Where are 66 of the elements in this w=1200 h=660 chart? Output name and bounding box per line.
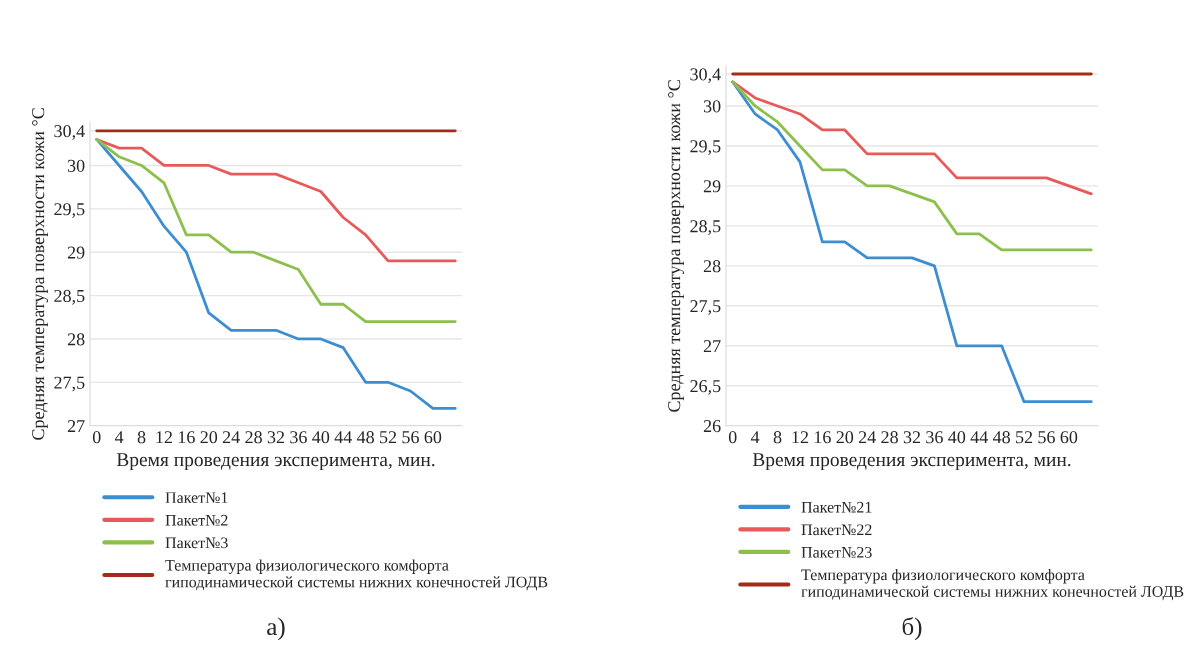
x-tick-label: 48 — [992, 431, 1010, 444]
y-tick-label: 28 — [67, 333, 85, 346]
line-series — [95, 138, 457, 323]
y-tick-label: 30,4 — [54, 125, 85, 140]
legend-label: Температура физиологического комфорта гиподинамической системы нижних конечностей ЛОДВ — [801, 568, 1184, 601]
y-tick-label: 29,5 — [54, 203, 85, 218]
x-tick-label: 8 — [773, 431, 782, 444]
x-tick-label: 0 — [728, 431, 737, 444]
x-tick-label: 44 — [970, 431, 988, 444]
x-tick-label: 24 — [222, 431, 240, 444]
y-tick-label: 28,5 — [690, 220, 721, 235]
legend-label: Пакет№23 — [801, 546, 872, 558]
y-tick-label: 29 — [703, 180, 721, 193]
x-tick-label: 20 — [200, 431, 218, 444]
x-axis-title: Время проведения эксперимента, мин. — [752, 453, 1071, 471]
x-tick-label: 32 — [267, 431, 285, 444]
x-tick-label: 32 — [903, 431, 921, 444]
x-tick-label: 44 — [334, 431, 352, 444]
x-tick-label: 12 — [156, 431, 172, 444]
x-tick-label: 4 — [114, 431, 124, 444]
x-tick-label: 36 — [290, 431, 307, 444]
legend-label: Пакет№22 — [801, 524, 872, 536]
x-tick-label: 56 — [402, 431, 419, 444]
legend-label: Пакет№21 — [801, 501, 872, 513]
x-tick-label: 40 — [948, 431, 966, 444]
x-axis-title: Время проведения эксперимента, мин. — [116, 453, 435, 471]
x-tick-label: 60 — [424, 431, 442, 444]
text: б) — [902, 616, 922, 641]
y-axis-title: Средняя температура поверхности кожи °C — [668, 80, 684, 412]
x-tick-label: 8 — [137, 431, 146, 444]
x-tick-label: 52 — [1016, 431, 1033, 444]
legend-label: Пакет№1 — [165, 492, 228, 504]
y-tick-label: 26 — [703, 420, 721, 433]
y-tick-label: 30 — [67, 159, 85, 172]
x-tick-label: 56 — [1038, 431, 1055, 444]
x-tick-label: 40 — [312, 431, 330, 444]
x-tick-label: 48 — [356, 431, 374, 444]
y-tick-label: 30 — [703, 100, 721, 113]
y-tick-label: 29 — [67, 246, 85, 259]
x-tick-label: 16 — [814, 431, 831, 444]
x-tick-label: 36 — [926, 431, 943, 444]
x-tick-label: 0 — [92, 431, 101, 444]
legend-label: Пакет№3 — [165, 537, 228, 549]
x-tick-label: 20 — [836, 431, 854, 444]
y-tick-label: 27,5 — [54, 376, 85, 392]
y-tick-label: 27,5 — [690, 300, 721, 315]
legend-label: Температура физиологического комфорта гиподинамической системы нижних конечностей ЛОДВ — [165, 559, 548, 591]
y-axis-title: Средняя температура поверхности кожи °C — [32, 108, 48, 440]
x-tick-label: 52 — [380, 431, 397, 444]
y-tick-label: 27 — [67, 420, 85, 432]
x-tick-label: 4 — [750, 431, 760, 444]
y-tick-label: 30,4 — [690, 68, 721, 84]
line-series — [731, 80, 1093, 252]
x-tick-label: 60 — [1060, 431, 1078, 444]
y-tick-label: 28,5 — [54, 289, 85, 305]
y-tick-label: 29,5 — [690, 140, 721, 155]
legend-label: Пакет№2 — [165, 514, 228, 526]
y-tick-label: 26,5 — [690, 380, 721, 395]
x-tick-label: 12 — [792, 431, 808, 444]
x-tick-label: 28 — [245, 431, 262, 444]
y-tick-label: 28 — [703, 260, 721, 273]
y-tick-label: 27 — [703, 340, 721, 353]
x-tick-label: 16 — [178, 431, 195, 444]
x-tick-label: 24 — [858, 431, 876, 444]
text: а) — [267, 617, 285, 641]
x-tick-label: 28 — [881, 431, 898, 444]
